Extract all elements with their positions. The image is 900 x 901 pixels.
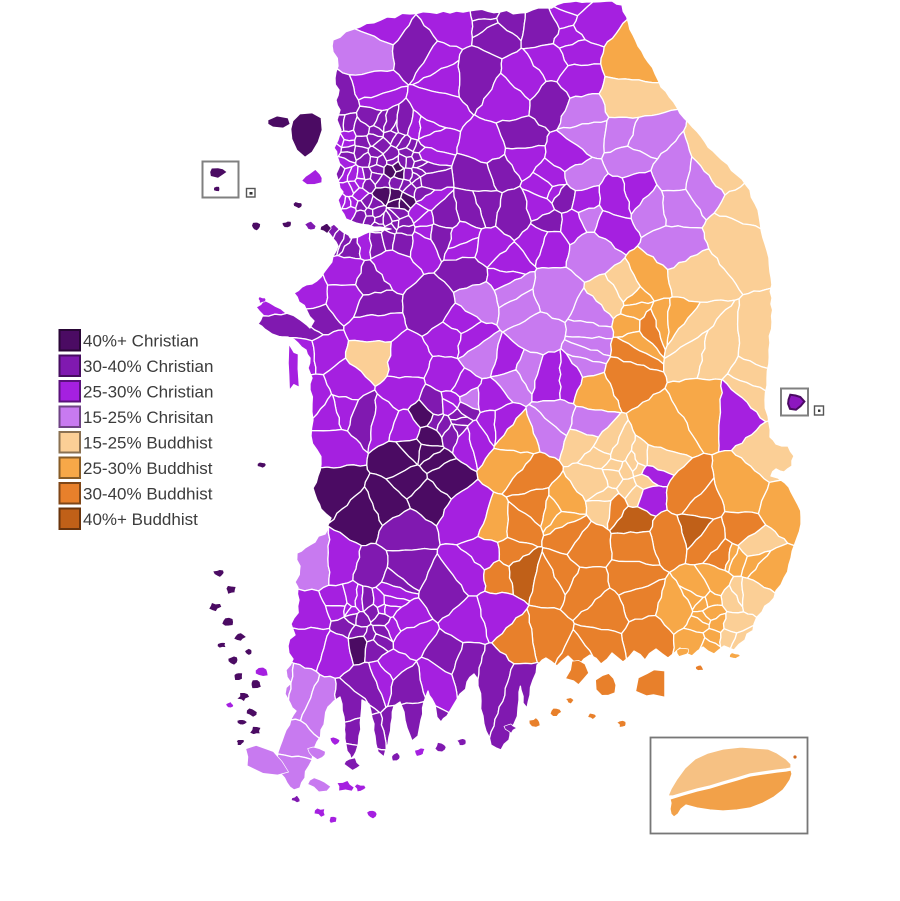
svg-text:30-40% Buddhist: 30-40% Buddhist bbox=[83, 485, 213, 504]
svg-text:40%+ Christian: 40%+ Christian bbox=[83, 332, 199, 351]
svg-text:40%+ Buddhist: 40%+ Buddhist bbox=[83, 510, 198, 529]
svg-text:15-25% Buddhist: 15-25% Buddhist bbox=[83, 434, 213, 453]
svg-text:25-30% Christian: 25-30% Christian bbox=[83, 383, 213, 402]
svg-text:15-25% Chrisitan: 15-25% Chrisitan bbox=[83, 408, 213, 427]
svg-text:25-30% Buddhist: 25-30% Buddhist bbox=[83, 459, 213, 478]
svg-text:30-40% Christian: 30-40% Christian bbox=[83, 357, 213, 376]
